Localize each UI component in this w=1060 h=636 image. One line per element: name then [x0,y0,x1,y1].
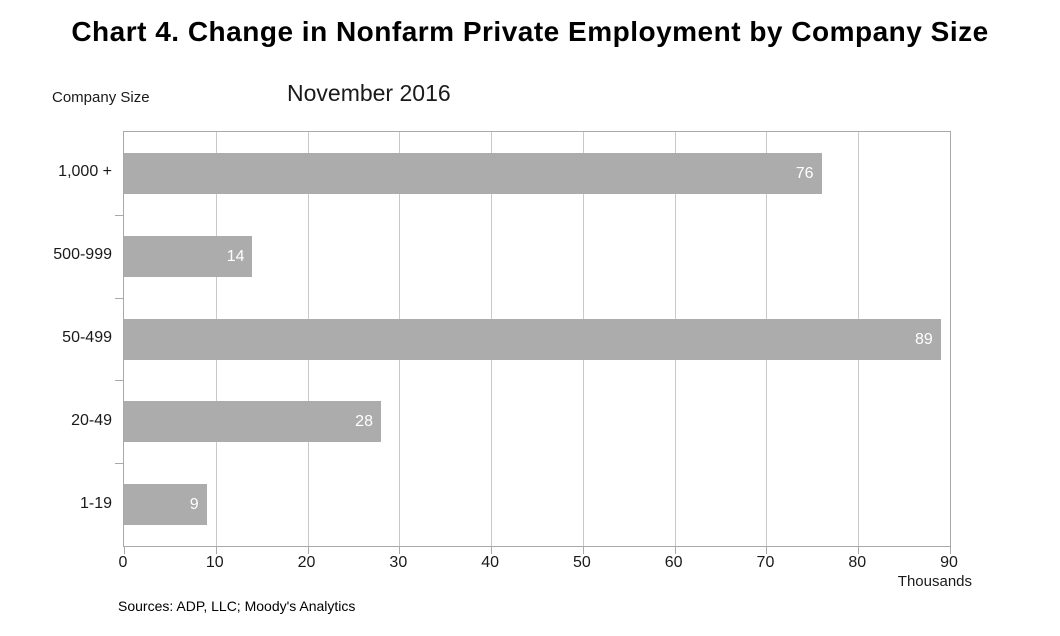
company-size-axis-title: Company Size [52,89,150,106]
x-axis-tick [399,547,401,554]
x-tick-label: 60 [664,554,683,571]
x-axis-tick [674,547,676,554]
x-tick-label: 30 [389,554,408,571]
bar-value-label: 14 [226,247,245,265]
x-tick-label: 50 [572,554,591,571]
bar: 14 [124,236,253,277]
x-tick-label: 0 [118,554,128,571]
x-axis-tick [858,547,860,554]
x-tick-label: 20 [297,554,316,571]
x-axis-unit-label: Thousands [897,573,972,590]
x-tick-label: 70 [756,554,775,571]
y-axis-tick [115,380,123,381]
x-tick-label: 90 [940,554,958,571]
source-note: Sources: ADP, LLC; Moody's Analytics [118,598,356,614]
chart-title: Chart 4. Change in Nonfarm Private Emplo… [71,16,989,47]
x-tick-label: 40 [481,554,500,571]
category-label: 1-19 [79,495,112,512]
x-axis-tick [124,547,125,554]
y-axis-tick [115,298,123,299]
bar-value-label: 76 [795,164,814,182]
bar: 76 [124,153,822,194]
x-tick-label: 80 [848,554,867,571]
x-axis-tick [307,547,309,554]
bar-value-label: 89 [915,330,933,348]
x-tick-label: 10 [205,554,224,571]
category-label: 50-499 [62,329,112,346]
chart-subtitle: November 2016 [287,80,451,106]
category-label: 500-999 [53,246,112,263]
y-axis-tick [115,463,123,464]
bar: 9 [124,484,207,525]
x-axis-tick [766,547,768,554]
bar: 89 [124,319,941,360]
bar: 28 [124,401,381,442]
plot-area: 76 14 89 28 9 [115,131,951,554]
x-axis-tick [950,547,951,554]
x-axis-tick [491,547,493,554]
x-axis-tick [215,547,217,554]
category-label: 1,000 + [58,163,112,180]
x-axis-tick [582,547,584,554]
category-label: 20-49 [71,412,112,429]
bar-value-label: 28 [355,412,373,430]
y-axis-tick [115,215,123,216]
bar-value-label: 9 [189,495,199,513]
